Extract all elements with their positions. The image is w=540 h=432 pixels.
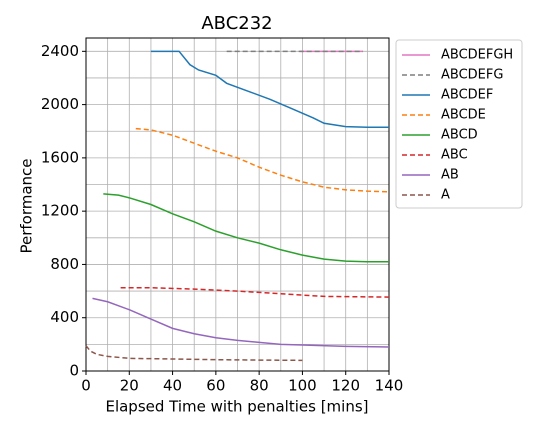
y-tick-label: 2000	[41, 95, 79, 113]
x-tick-label: 80	[250, 377, 269, 395]
series-line	[103, 193, 389, 263]
legend-label: ABCDEF	[441, 88, 493, 103]
x-tick-label: 100	[288, 377, 317, 395]
chart-title: ABC232	[201, 13, 272, 34]
legend-label: ABCDEFG	[441, 68, 503, 83]
y-tick-label: 400	[50, 308, 79, 326]
legend-label: AB	[441, 168, 459, 183]
x-axis-label: Elapsed Time with penalties [mins]	[105, 398, 368, 416]
y-tick-label: 1200	[41, 202, 79, 220]
y-tick-label: 0	[69, 362, 79, 380]
y-axis-label: Performance	[18, 158, 36, 253]
legend-label: A	[441, 188, 450, 203]
legend-label: ABC	[441, 148, 468, 163]
legend-box	[395, 39, 523, 209]
x-tick-label: 0	[81, 377, 91, 395]
x-tick-label: 20	[120, 377, 139, 395]
legend-label: ABCD	[441, 128, 478, 143]
plot-frame	[85, 37, 390, 372]
x-tick-label: 60	[206, 377, 225, 395]
series-line	[135, 127, 390, 193]
x-tick-label: 140	[375, 377, 404, 395]
legend-label: ABCDE	[441, 108, 486, 123]
x-tick-label: 40	[163, 377, 182, 395]
series-line	[85, 345, 303, 362]
series-line	[92, 297, 390, 348]
legend-label: ABCDEFGH	[441, 48, 513, 63]
y-tick-label: 800	[50, 255, 79, 273]
y-tick-label: 1600	[41, 148, 79, 166]
series-line	[150, 50, 389, 128]
series-line	[120, 287, 390, 298]
x-tick-label: 120	[331, 377, 360, 395]
y-tick-label: 2400	[41, 42, 79, 60]
